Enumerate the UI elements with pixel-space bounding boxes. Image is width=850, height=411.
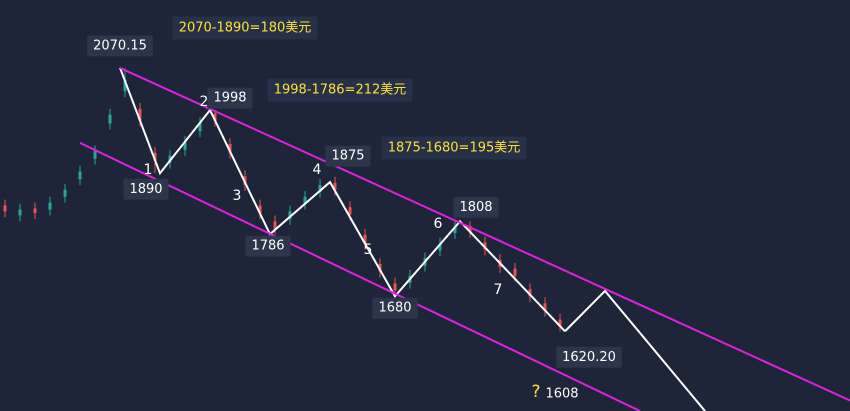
- candle-body: [63, 189, 67, 197]
- annotation: 1608: [545, 387, 578, 402]
- channel-line: [79, 141, 641, 411]
- candle-body: [363, 234, 367, 244]
- candle-body: [123, 79, 127, 92]
- price-label-box: [87, 35, 153, 57]
- wave-line: [564, 289, 706, 411]
- candle-body: [153, 152, 157, 161]
- candle-body: [273, 221, 277, 229]
- annotation-box: [172, 16, 318, 40]
- wave-line: [119, 67, 566, 332]
- annotation: 2070-1890=180美元: [179, 21, 312, 36]
- candle-body: [318, 185, 322, 193]
- price-label: 1620.20: [562, 350, 616, 365]
- wave-number: 3: [233, 188, 242, 204]
- candle-body: [258, 205, 262, 214]
- wave-number: 2: [200, 94, 209, 110]
- price-label-box: [207, 87, 253, 109]
- candle-body: [288, 211, 292, 219]
- price-label-box: [245, 235, 291, 257]
- price-label-box: [453, 196, 499, 218]
- candle-body: [513, 268, 517, 276]
- wave-number: 4: [313, 162, 322, 178]
- candle-body: [333, 182, 337, 190]
- candle-body: [78, 171, 82, 180]
- candle-body: [48, 202, 52, 210]
- candle-body: [558, 319, 562, 327]
- annotation-box: [381, 136, 527, 160]
- candle-body: [393, 283, 397, 291]
- price-label: 1875: [331, 149, 364, 164]
- channel-line: [119, 67, 850, 402]
- candle-body: [378, 264, 382, 272]
- price-label-box: [123, 178, 169, 200]
- price-label-box: [556, 346, 622, 368]
- candle-body: [138, 108, 142, 121]
- price-label: 2070.15: [93, 38, 147, 53]
- price-label: 1808: [459, 200, 492, 215]
- candle-body: [93, 151, 97, 159]
- price-label: 1998: [213, 91, 246, 106]
- candle-body: [543, 303, 547, 311]
- candle-body: [198, 122, 202, 132]
- price-label: 1680: [378, 301, 411, 316]
- candle-body: [18, 209, 22, 216]
- candle-body: [453, 225, 457, 234]
- price-label-box: [372, 297, 418, 319]
- candle-body: [108, 114, 112, 124]
- wave-number: 7: [494, 282, 503, 298]
- candle-body: [348, 207, 352, 215]
- candle-body: [303, 196, 307, 204]
- candle-body: [3, 205, 7, 212]
- price-label: 1786: [251, 239, 284, 254]
- annotation-box: [267, 78, 413, 102]
- candle-body: [528, 289, 532, 297]
- price-label: 1890: [129, 182, 162, 197]
- wave-number: 1: [144, 162, 153, 178]
- candle-body: [33, 208, 37, 214]
- candle-body: [438, 243, 442, 251]
- wave-number: 5: [364, 242, 373, 258]
- annotation: 1998-1786=212美元: [274, 83, 407, 98]
- candle-body: [183, 141, 187, 150]
- annotation: 1875-1680=195美元: [388, 141, 521, 156]
- annotation: ?: [531, 382, 540, 402]
- candle-body: [213, 113, 217, 121]
- candle-body: [228, 144, 232, 153]
- wave-number: 6: [434, 216, 443, 232]
- candle-body: [468, 225, 472, 232]
- price-label-box: [325, 145, 371, 167]
- candle-body: [483, 242, 487, 250]
